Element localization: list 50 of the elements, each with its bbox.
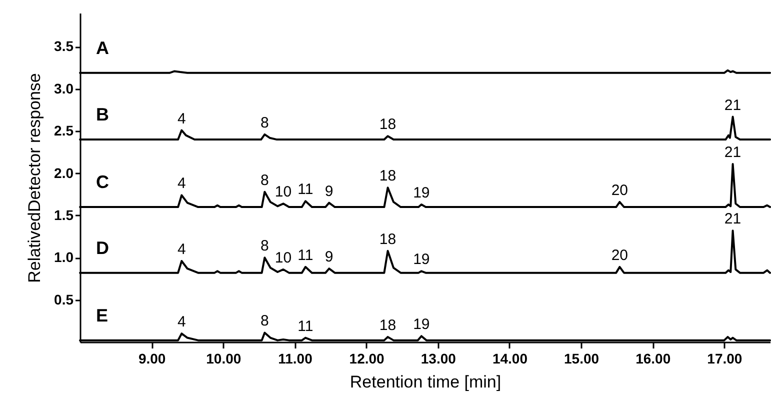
series-label: A (96, 38, 109, 58)
series-label: C (96, 172, 109, 192)
annotation: 18 (379, 316, 396, 334)
y-tick-label: 3.0 (54, 80, 74, 96)
annotation: 8 (260, 312, 269, 330)
y-tick-label: 1.5 (54, 206, 74, 223)
annotation: 21 (724, 96, 742, 114)
annotation: 20 (611, 182, 628, 199)
series-label: D (96, 238, 109, 258)
x-tick-label: 11.00 (278, 350, 313, 366)
series-label: B (96, 104, 109, 125)
series-label: E (96, 305, 108, 326)
y-tick-label: 1.0 (54, 249, 74, 266)
y-tick-label: 2.0 (54, 164, 74, 181)
annotation: 18 (379, 230, 396, 248)
x-tick-label: 10.00 (206, 350, 242, 366)
annotation: 20 (611, 246, 628, 264)
annotation: 9 (324, 248, 334, 266)
y-tick-label: 0.5 (54, 291, 74, 308)
annotation: 4 (177, 175, 186, 192)
annotation: 8 (260, 114, 269, 132)
y-tick-label: 2.5 (54, 122, 74, 139)
annotation: 19 (413, 184, 430, 202)
annotation: 11 (298, 246, 314, 264)
annotation: 11 (298, 318, 314, 335)
x-tick-label: 12.00 (349, 350, 385, 366)
annotation: 11 (298, 181, 314, 198)
annotation: 18 (379, 168, 396, 185)
annotation: 4 (177, 241, 186, 258)
y-axis-title: RelativedDetector response (25, 73, 44, 283)
y-tick-label: 3.5 (54, 38, 74, 54)
x-tick-label: 15.00 (564, 350, 600, 366)
x-tick-label: 9.00 (138, 350, 166, 366)
annotation: 19 (413, 251, 430, 268)
annotation: 10 (274, 184, 292, 201)
annotation: 9 (324, 182, 334, 200)
annotation: 21 (724, 144, 742, 162)
annotation: 4 (177, 314, 186, 331)
x-tick-label: 17.00 (707, 350, 742, 366)
x-tick-label: 14.00 (492, 350, 528, 366)
x-axis-title: Retention time [min] (350, 372, 502, 392)
x-tick-label: 16.00 (636, 350, 671, 366)
annotation: 10 (274, 249, 292, 266)
annotation: 4 (177, 110, 186, 128)
annotation: 19 (413, 316, 430, 334)
annotation: 8 (260, 172, 269, 189)
annotation: 18 (379, 116, 396, 134)
annotation: 21 (724, 210, 742, 228)
annotation: 8 (260, 238, 269, 255)
x-tick-label: 13.00 (420, 350, 456, 366)
